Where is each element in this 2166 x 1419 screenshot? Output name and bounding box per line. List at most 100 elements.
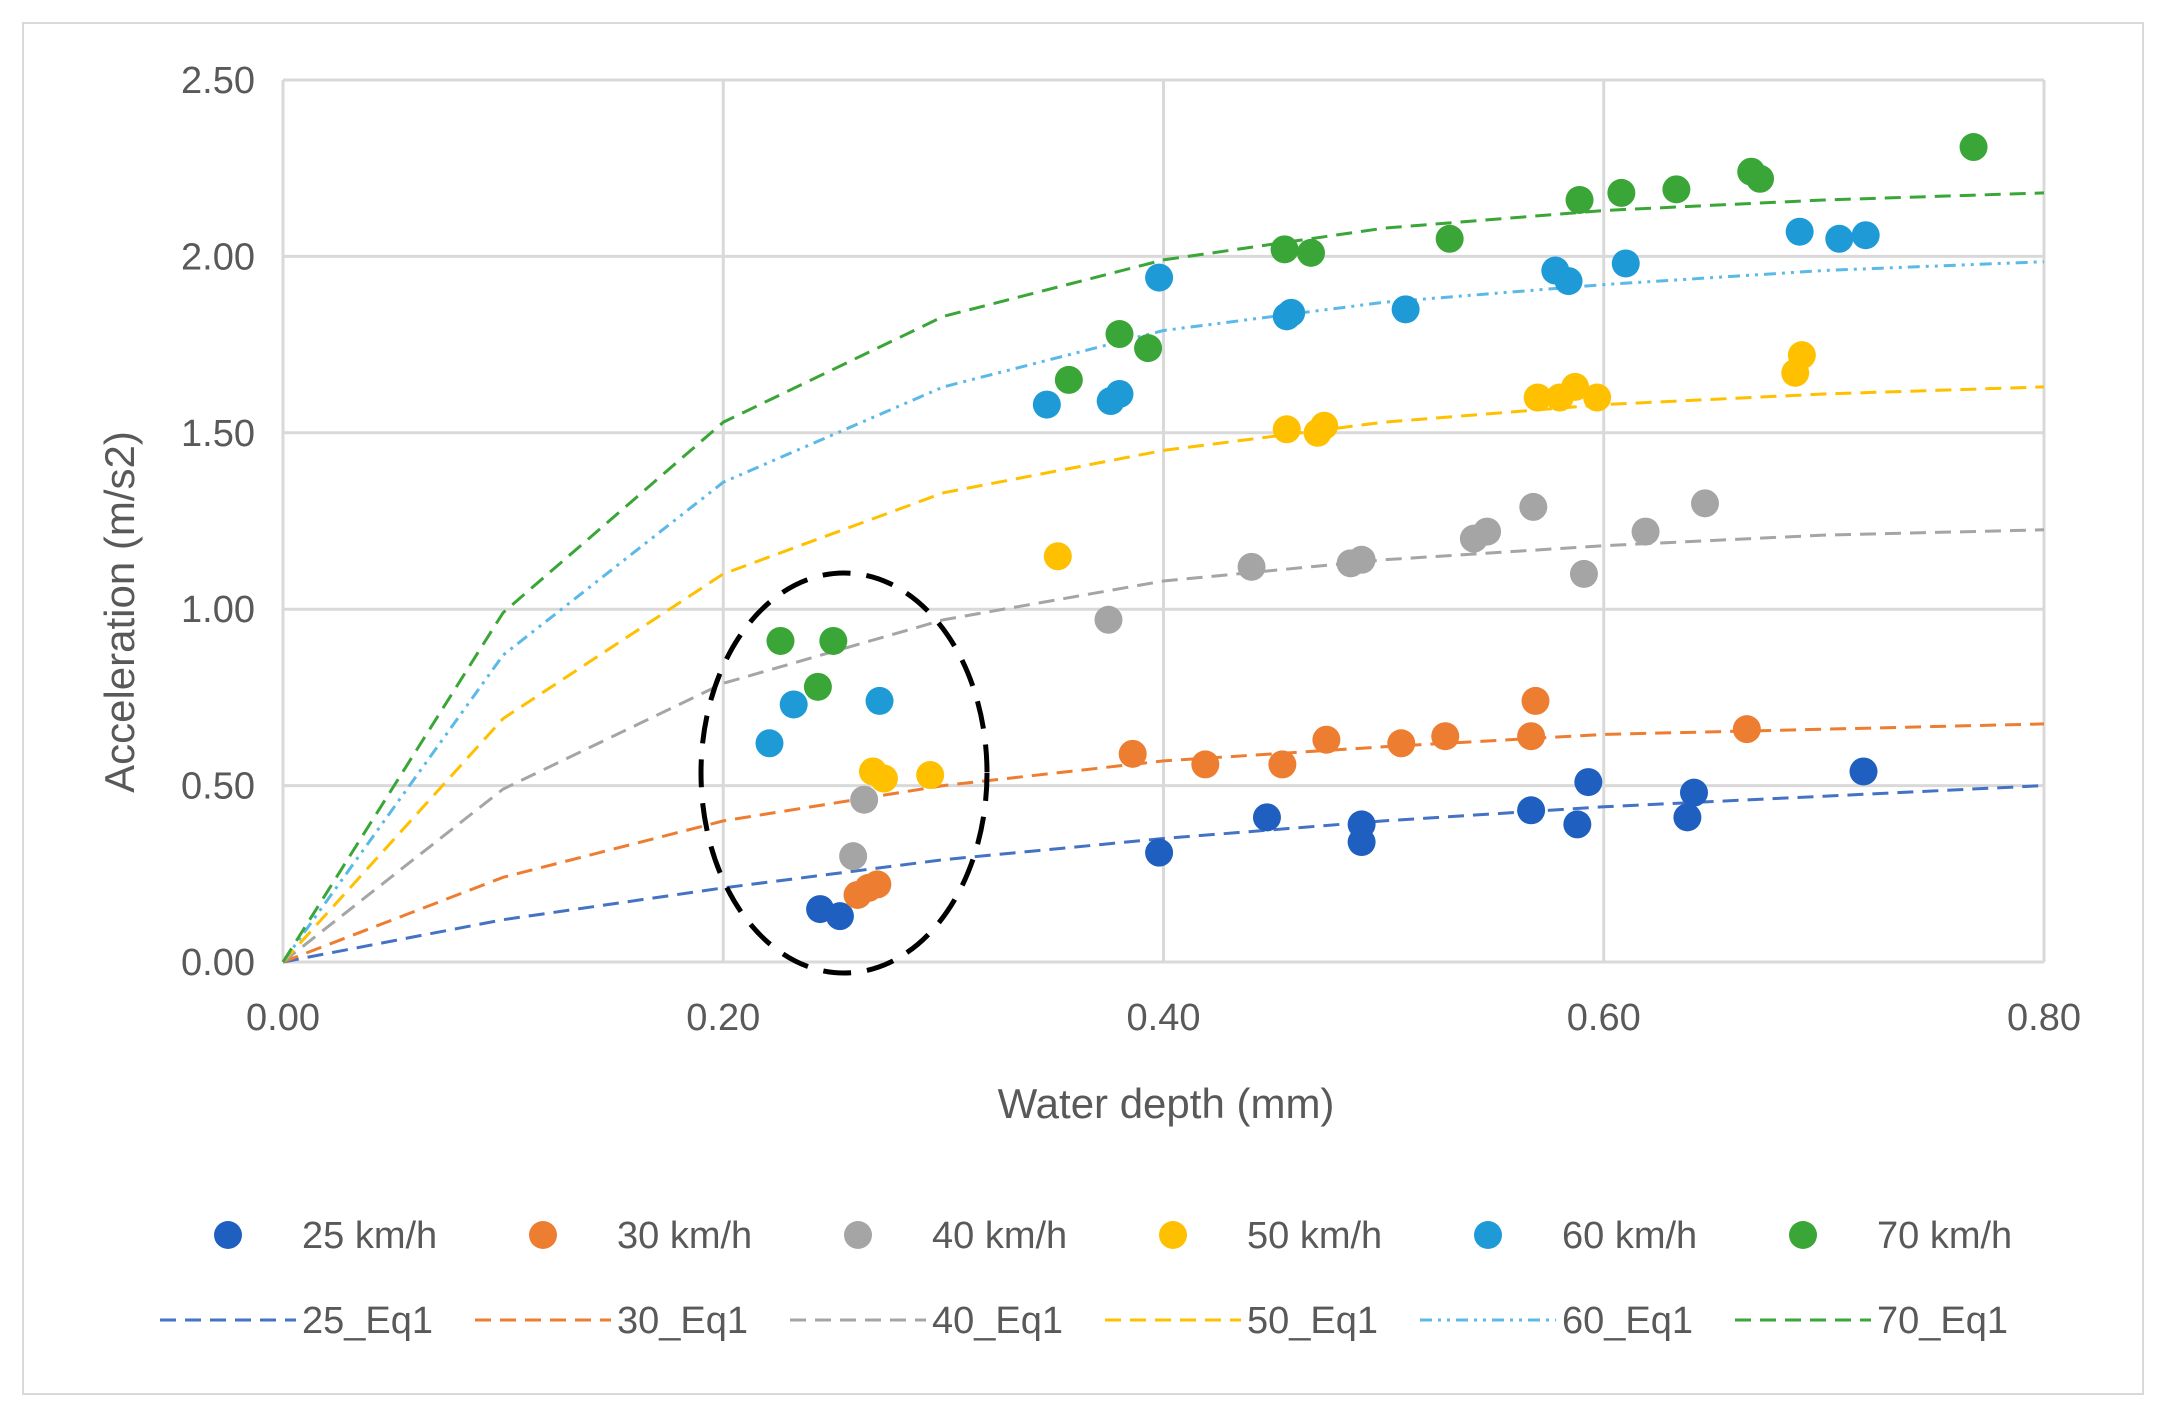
- legend-label: 50 km/h: [1247, 1215, 1382, 1257]
- point-70-km-h: [1296, 238, 1325, 267]
- y-tick-label: 0.50: [181, 766, 255, 808]
- x-tick-label: 0.00: [246, 997, 320, 1039]
- point-50-km-h: [1523, 383, 1552, 412]
- point-70-km-h: [1270, 235, 1299, 264]
- point-30-km-h: [1732, 715, 1761, 744]
- point-40-km-h: [850, 785, 879, 814]
- point-50-km-h: [1310, 411, 1339, 440]
- point-70-km-h: [1565, 185, 1594, 214]
- y-tick-label: 2.50: [181, 60, 255, 102]
- point-50-km-h: [869, 764, 898, 793]
- point-40-km-h: [1347, 545, 1376, 574]
- point-25-km-h: [1563, 810, 1592, 839]
- point-70-km-h: [1607, 178, 1636, 207]
- legend-marker: [1159, 1221, 1187, 1249]
- legend-label: 30_Eq1: [617, 1300, 748, 1342]
- legend-marker: [214, 1221, 242, 1249]
- point-25-km-h: [1673, 803, 1702, 832]
- legend-marker: [529, 1221, 557, 1249]
- point-60-km-h: [1785, 217, 1814, 246]
- legend-marker: [1789, 1221, 1817, 1249]
- series-line-50-eq1: [281, 385, 2045, 964]
- point-70-km-h: [1746, 164, 1775, 193]
- point-40-km-h: [1519, 492, 1548, 521]
- point-60-km-h: [1554, 267, 1583, 296]
- point-70-km-h: [803, 672, 832, 701]
- x-tick-label: 0.20: [686, 997, 760, 1039]
- point-25-km-h: [1849, 757, 1878, 786]
- point-40-km-h: [1631, 517, 1660, 546]
- point-50-km-h: [1272, 415, 1301, 444]
- point-30-km-h: [1118, 739, 1147, 768]
- point-30-km-h: [1521, 686, 1550, 715]
- point-40-km-h: [1569, 559, 1598, 588]
- chart-frame: [22, 22, 2144, 1395]
- legend-label: 30 km/h: [617, 1215, 752, 1257]
- point-70-km-h: [819, 626, 848, 655]
- point-60-km-h: [1105, 379, 1134, 408]
- point-60-km-h: [1611, 249, 1640, 278]
- point-50-km-h: [1561, 372, 1590, 401]
- x-tick-label: 0.80: [2007, 997, 2081, 1039]
- data-points: [755, 133, 1988, 931]
- highlight-ellipse: [698, 570, 990, 976]
- y-tick-label: 0.00: [181, 942, 255, 984]
- point-70-km-h: [1435, 224, 1464, 253]
- point-40-km-h: [1237, 552, 1266, 581]
- point-50-km-h: [1043, 542, 1072, 571]
- point-25-km-h: [1252, 803, 1281, 832]
- point-25-km-h: [825, 902, 854, 931]
- point-40-km-h: [839, 842, 868, 871]
- legend-label: 25 km/h: [302, 1215, 437, 1257]
- point-25-km-h: [1145, 838, 1174, 867]
- point-30-km-h: [1387, 729, 1416, 758]
- point-30-km-h: [1268, 750, 1297, 779]
- point-60-km-h: [1825, 224, 1854, 253]
- point-70-km-h: [1054, 365, 1083, 394]
- legend-label: 70 km/h: [1877, 1215, 2012, 1257]
- equation-curves: [281, 191, 2045, 964]
- point-40-km-h: [1473, 517, 1502, 546]
- gridlines: [281, 78, 2046, 964]
- point-30-km-h: [1312, 725, 1341, 754]
- legend-label: 40_Eq1: [932, 1300, 1063, 1342]
- point-40-km-h: [1691, 489, 1720, 518]
- point-50-km-h: [1787, 341, 1816, 370]
- point-60-km-h: [779, 690, 808, 719]
- point-60-km-h: [1277, 298, 1306, 327]
- point-30-km-h: [863, 870, 892, 899]
- point-40-km-h: [1094, 605, 1123, 634]
- series-line-30-eq1: [282, 722, 2045, 964]
- point-70-km-h: [1662, 175, 1691, 204]
- point-30-km-h: [1517, 722, 1546, 751]
- tick-labels: 0.00 0.50 1.00 1.50 2.00 2.50 0.00 0.20 0.40 0.60…: [181, 60, 2081, 1039]
- legend-label: 60 km/h: [1562, 1215, 1697, 1257]
- series-line-70-eq1: [281, 191, 2045, 963]
- point-25-km-h: [1517, 796, 1546, 825]
- legend-marker: [1474, 1221, 1502, 1249]
- annotations: [698, 570, 990, 976]
- x-axis-title: Water depth (mm): [998, 1080, 1335, 1127]
- y-tick-label: 2.00: [181, 236, 255, 278]
- series-line-60-eq1: [281, 260, 2045, 963]
- point-25-km-h: [1347, 828, 1376, 857]
- point-60-km-h: [1391, 295, 1420, 324]
- point-50-km-h: [916, 761, 945, 790]
- point-60-km-h: [1851, 221, 1880, 250]
- point-70-km-h: [1105, 320, 1134, 349]
- y-tick-label: 1.00: [181, 589, 255, 631]
- point-30-km-h: [1191, 750, 1220, 779]
- point-50-km-h: [1583, 383, 1612, 412]
- point-60-km-h: [755, 729, 784, 758]
- point-70-km-h: [1959, 133, 1988, 162]
- point-60-km-h: [1145, 263, 1174, 292]
- legend-label: 40 km/h: [932, 1215, 1067, 1257]
- legend-label: 25_Eq1: [302, 1300, 433, 1342]
- legend: 25 km/h 30 km/h 40 km/h 50 km/h 60 km/h 70 km…: [160, 1215, 2012, 1342]
- point-30-km-h: [1431, 722, 1460, 751]
- point-60-km-h: [865, 686, 894, 715]
- x-tick-label: 0.40: [1127, 997, 1201, 1039]
- legend-marker: [844, 1221, 872, 1249]
- y-axis-title: Acceleration (m/s2): [96, 431, 143, 793]
